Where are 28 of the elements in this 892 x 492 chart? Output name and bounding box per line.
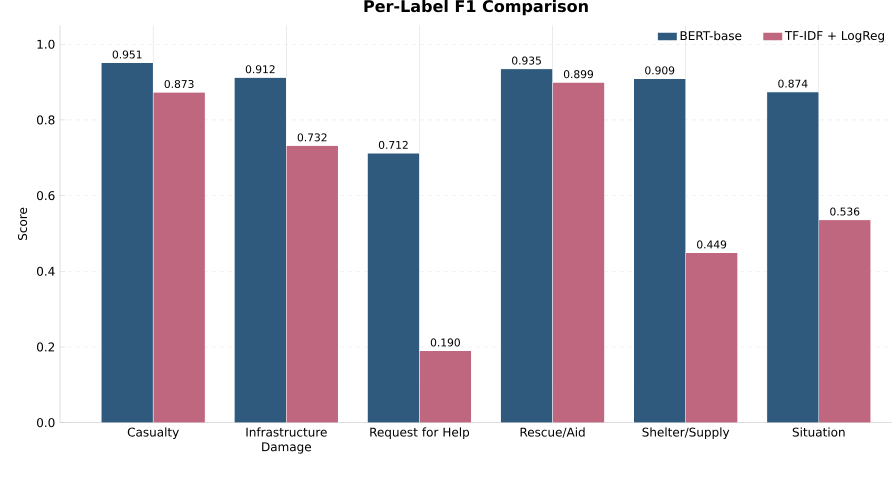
data-label: 0.899 xyxy=(564,70,594,78)
y-tick-label: 0.0 xyxy=(37,418,54,428)
data-label: 0.712 xyxy=(378,140,408,149)
x-tick-label: Situation xyxy=(792,427,845,437)
chart-title: Per-Label F1 Comparison xyxy=(364,0,588,16)
data-label: 0.536 xyxy=(830,207,860,216)
x-tick-label: Shelter/Supply xyxy=(642,427,730,439)
legend-label: TF-IDF + LogReg xyxy=(784,31,884,42)
y-axis-title: Score xyxy=(18,208,28,240)
data-label: 0.190 xyxy=(430,338,460,346)
data-label: 0.732 xyxy=(298,133,326,142)
data-label: 0.951 xyxy=(112,50,142,59)
x-tick-label: Casualty xyxy=(128,427,179,439)
y-tick-label: 0.8 xyxy=(37,115,54,124)
data-label: 0.912 xyxy=(246,65,275,74)
data-label: 0.909 xyxy=(645,66,674,74)
data-label: 0.873 xyxy=(164,80,194,88)
x-tick-label: Rescue/Aid xyxy=(520,427,585,438)
data-label: 0.449 xyxy=(697,240,726,248)
data-label: 0.935 xyxy=(512,56,541,65)
x-tick-label: Infrastructure Damage xyxy=(246,427,327,454)
y-tick-label: 0.4 xyxy=(37,266,55,276)
y-tick-label: 1.0 xyxy=(38,40,54,49)
y-tick-label: 0.2 xyxy=(37,342,54,352)
legend-label: BERT-base xyxy=(680,30,742,40)
x-tick-label: Request for Help xyxy=(370,427,470,439)
data-label: 0.874 xyxy=(778,80,808,88)
y-tick-label: 0.6 xyxy=(37,191,55,200)
